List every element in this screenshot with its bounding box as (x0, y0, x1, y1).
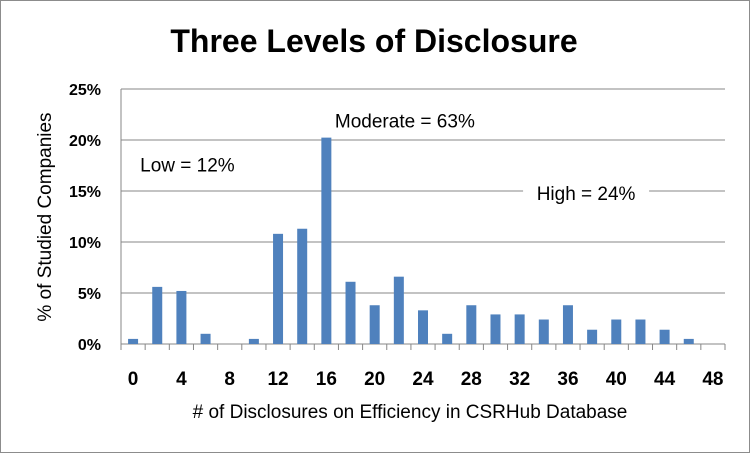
y-tick-label: 20% (69, 133, 101, 150)
bar (683, 338, 694, 344)
bar (273, 233, 284, 344)
bar (345, 281, 356, 344)
x-tick-label: 36 (557, 369, 578, 390)
bar (393, 276, 404, 344)
x-tick-label: 16 (316, 369, 337, 390)
x-tick-labels: 0 4 8 12 16 20 24 28 32 36 40 44 48 (128, 369, 724, 390)
x-tick-label: 12 (267, 369, 288, 390)
bar (152, 286, 163, 344)
x-tick-label: 0 (128, 369, 139, 390)
bar (418, 310, 428, 344)
bar (659, 329, 670, 344)
annotation-box (129, 147, 246, 182)
bar (369, 305, 380, 344)
bar (176, 290, 187, 344)
x-tick-label: 40 (606, 369, 627, 390)
bar (562, 305, 573, 344)
bars (128, 128, 694, 344)
x-tick-label: 28 (461, 369, 482, 390)
annotation-label: Moderate = 63% (335, 112, 475, 133)
y-tick-label: 15% (69, 184, 101, 201)
x-tick-label: 24 (412, 369, 434, 390)
y-tick-label: 25% (69, 82, 101, 99)
annotation-box (320, 103, 490, 138)
bar (611, 319, 622, 344)
bar (490, 314, 501, 344)
annotation-box (523, 176, 650, 211)
chart-title: Three Levels of Disclosure (170, 23, 577, 59)
x-tick-label: 8 (224, 369, 235, 390)
bar (442, 333, 453, 344)
gridlines (120, 88, 726, 350)
bar (200, 333, 211, 344)
y-tick-label: 10% (69, 235, 101, 252)
bar (538, 319, 549, 344)
bar (635, 319, 646, 344)
annotation-label: High = 24% (537, 184, 636, 205)
annotations: Low = 12% Moderate = 63% High = 24% (129, 103, 650, 211)
x-tick-label: 4 (176, 369, 187, 390)
x-tick-label: 44 (654, 369, 676, 390)
bar (514, 314, 525, 344)
x-tick-label: 20 (364, 369, 385, 390)
bar (297, 228, 308, 344)
y-axis-title: % of Studied Companies (35, 112, 56, 321)
bar (587, 329, 598, 344)
bar (321, 128, 332, 344)
bar (248, 338, 259, 344)
bar (466, 305, 477, 344)
x-axis-title: # of Disclosures on Efficiency in CSRHub… (193, 402, 628, 423)
bar (128, 338, 139, 344)
annotation-label: Low = 12% (140, 155, 235, 176)
y-tick-label: 0% (78, 337, 101, 354)
x-tick-label: 48 (702, 369, 723, 390)
y-tick-label: 5% (78, 286, 101, 303)
x-tick-label: 32 (509, 369, 530, 390)
y-tick-labels: 0% 5% 10% 15% 20% 25% (69, 82, 101, 354)
